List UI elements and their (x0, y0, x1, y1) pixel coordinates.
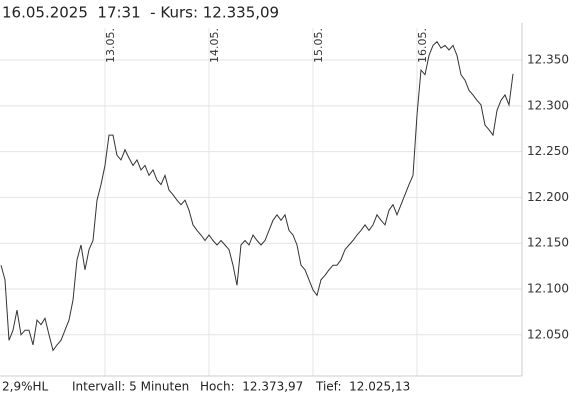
footer-text: Tief: 12.025,13 (315, 380, 410, 394)
y-tick-label: 12.100 (527, 282, 569, 296)
y-tick-label: 12.300 (527, 98, 569, 112)
y-tick-label: 12.250 (527, 144, 569, 158)
x-tick-label: 13.05. (104, 28, 117, 63)
price-line (0, 40, 514, 352)
y-tick-label: 12.150 (527, 236, 569, 250)
footer-text: 2,9%HL (2, 380, 49, 394)
x-tick-label: 16.05. (416, 28, 429, 63)
footer-text: Intervall: 5 Minuten (72, 380, 189, 394)
footer-text: Hoch: 12.373,97 (200, 380, 303, 394)
chart-title: 16.05.2025 17:31 - Kurs: 12.335,09 (2, 4, 279, 22)
y-tick-label: 12.350 (527, 53, 569, 67)
y-tick-label: 12.200 (527, 190, 569, 204)
y-tick-label: 12.050 (527, 327, 569, 341)
x-tick-label: 14.05. (208, 28, 221, 63)
x-tick-label: 15.05. (312, 28, 325, 63)
